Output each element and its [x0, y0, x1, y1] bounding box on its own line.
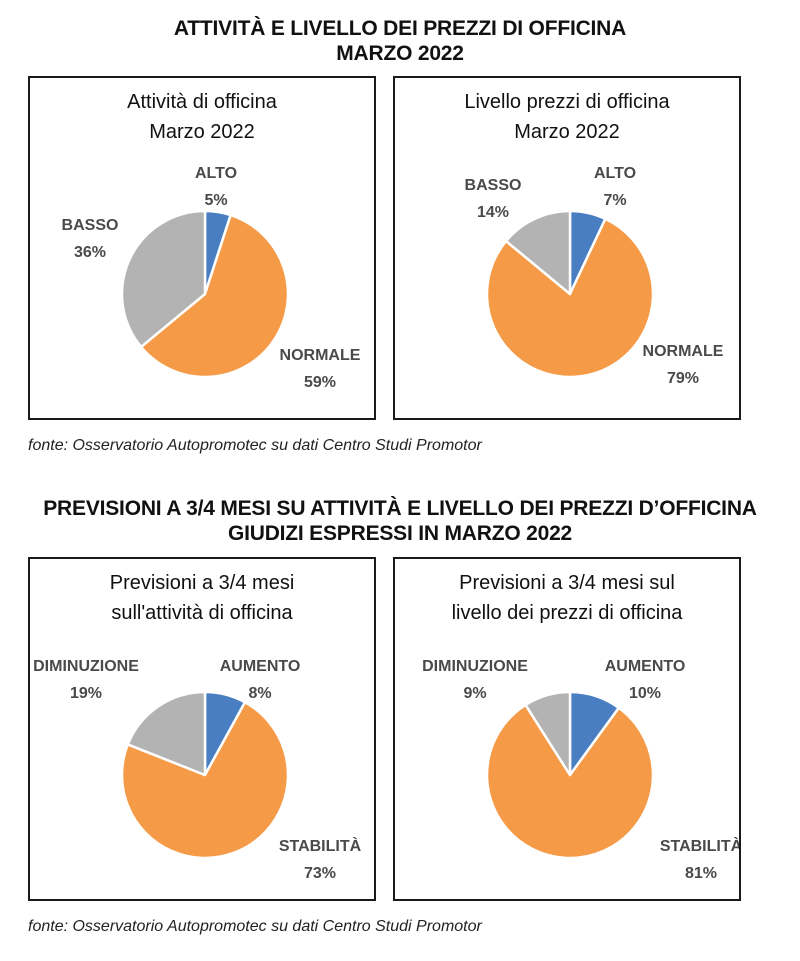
section-title-2-line1: PREVISIONI A 3/4 MESI SU ATTIVITÀ E LIVE… [43, 497, 757, 520]
chart-title-line: Marzo 2022 [149, 121, 255, 143]
slice-value-label: 5% [204, 192, 227, 209]
slice-label: AUMENTO [220, 658, 301, 675]
section-title-2: PREVISIONI A 3/4 MESI SU ATTIVITÀ E LIVE… [0, 496, 800, 546]
chart-panel-2: Livello prezzi di officina Marzo 2022 ALTO… [393, 76, 741, 420]
slice-value-label: 73% [304, 865, 336, 882]
section-title-2-line2: GIUDIZI ESPRESSI IN MARZO 2022 [227, 522, 573, 545]
section-title-1-line2: MARZO 2022 [336, 42, 464, 65]
slice-label: DIMINUZIONE [422, 658, 528, 675]
pie-chart-price-level: Livello prezzi di officina Marzo 2022 ALTO… [464, 91, 724, 387]
slice-label: STABILITÀ [660, 836, 739, 855]
pie-chart-price-forecast: Previsioni a 3/4 mesi sul livello dei pre… [422, 572, 739, 882]
chart-title-line: livello dei prezzi di officina [452, 602, 684, 624]
slice-value-label: 14% [477, 204, 509, 221]
chart-panel-3: Previsioni a 3/4 mesi sull'attività di of… [28, 557, 376, 901]
slice-label: NORMALE [280, 347, 361, 364]
slice-value-label: 81% [685, 865, 717, 882]
slice-label: BASSO [62, 217, 119, 234]
chart-panel-4: Previsioni a 3/4 mesi sul livello dei pre… [393, 557, 741, 901]
pie-slice-basso [120, 209, 207, 349]
slice-value-label: 8% [248, 685, 271, 702]
source-note-1: fonte: Osservatorio Autopromotec su dati… [28, 437, 482, 454]
slice-value-label: 10% [629, 685, 661, 702]
pie-slice-normale [485, 217, 655, 379]
slice-label: ALTO [195, 165, 237, 182]
slice-label: DIMINUZIONE [33, 658, 139, 675]
section-title-1: ATTIVITÀ E LIVELLO DEI PREZZI DI OFFICIN… [0, 16, 800, 66]
chart-title-line: Marzo 2022 [514, 121, 620, 143]
slice-value-label: 59% [304, 374, 336, 391]
chart-title-line: Previsioni a 3/4 mesi sul [459, 572, 675, 594]
slice-label: AUMENTO [605, 658, 686, 675]
chart-title-line: Previsioni a 3/4 mesi [110, 572, 295, 594]
pie-chart-activity: Attività di officina Marzo 2022 ALTO 5% NORM… [62, 91, 361, 391]
slice-label: BASSO [465, 177, 522, 194]
slice-label: STABILITÀ [279, 836, 362, 855]
slice-value-label: 7% [603, 192, 626, 209]
pie-slice-diminuzione [126, 690, 207, 777]
chart-title-line: Livello prezzi di officina [464, 91, 670, 113]
slice-value-label: 36% [74, 244, 106, 261]
slice-label: NORMALE [643, 343, 724, 360]
pie-slice-normale [139, 213, 290, 379]
slice-value-label: 79% [667, 370, 699, 387]
section-title-1-line1: ATTIVITÀ E LIVELLO DEI PREZZI DI OFFICIN… [173, 17, 627, 40]
slice-value-label: 9% [463, 685, 486, 702]
pie-chart-activity-forecast: Previsioni a 3/4 mesi sull'attività di of… [33, 572, 362, 882]
chart-title-line: Attività di officina [127, 91, 278, 113]
slice-value-label: 19% [70, 685, 102, 702]
pie-slice-stabilità [485, 703, 655, 860]
pie-slice-basso [504, 209, 572, 296]
chart-title-line: sull'attività di officina [111, 602, 293, 624]
chart-panel-1: Attività di officina Marzo 2022 ALTO 5% NORM… [28, 76, 376, 420]
pie-slice-diminuzione [524, 690, 572, 777]
source-note-2: fonte: Osservatorio Autopromotec su dati… [28, 918, 482, 935]
slice-label: ALTO [594, 165, 636, 182]
pie-slice-stabilità [120, 701, 290, 860]
